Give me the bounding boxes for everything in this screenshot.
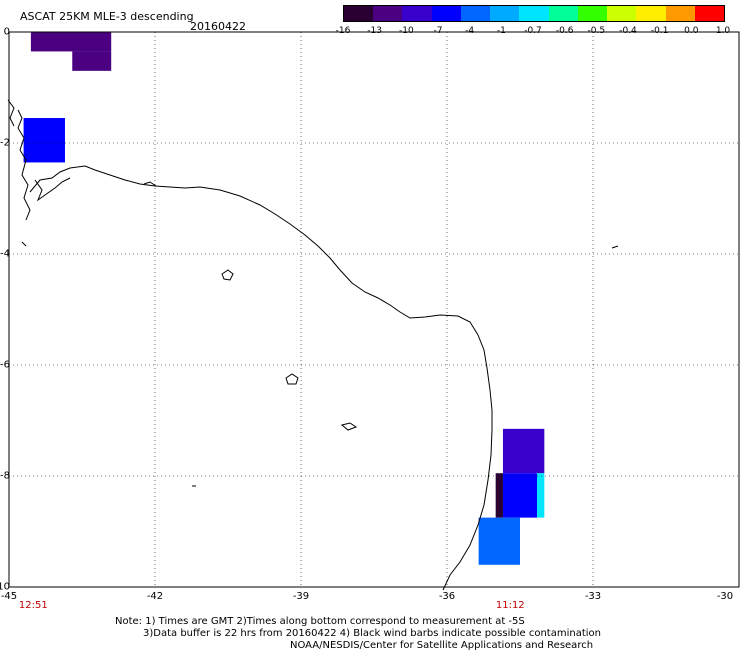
- colorbar-tick-label: -10: [398, 26, 414, 36]
- colorbar-swatch: [607, 6, 637, 21]
- colorbar-tick-label: -0.7: [524, 26, 542, 36]
- colorbar-swatch: [431, 6, 461, 21]
- coastline-main: [29, 165, 493, 591]
- grid-lines: [8, 31, 740, 588]
- y-tick-label: -8: [0, 470, 10, 482]
- colorbar-tick-label: -16: [335, 26, 351, 36]
- y-tick-label: 0: [3, 26, 10, 38]
- colorbar-tick-label: -7: [433, 26, 443, 36]
- note-line-1: Note: 1) Times are GMT 2)Times along bot…: [115, 616, 525, 627]
- colorbar-swatch: [519, 6, 549, 21]
- colorbar-tick-label: -1: [496, 26, 506, 36]
- colorbar-tick-label: -0.1: [650, 26, 669, 36]
- colorbar-tick-label: -4: [465, 26, 475, 36]
- colorbar-swatch: [636, 6, 666, 21]
- x-tick-label: -33: [584, 591, 602, 602]
- data-cell: [502, 428, 545, 474]
- x-tick-label: -30: [716, 591, 734, 602]
- colorbar-swatch: [665, 6, 695, 21]
- data-cell: [23, 118, 65, 163]
- data-cell: [72, 51, 112, 71]
- coastline-island-b: [7, 99, 15, 127]
- plot-frame: [8, 31, 740, 588]
- colorbar-tick-label: -0.4: [619, 26, 637, 36]
- x-tick-label: -39: [292, 591, 310, 602]
- x-tick-label: -36: [438, 591, 456, 602]
- coastline-bay: [34, 177, 71, 202]
- colorbar-tick-label: -0.6: [555, 26, 574, 36]
- coastline-island-a: [17, 109, 31, 221]
- map-date: 20160422: [190, 20, 246, 33]
- colorbar-swatch: [402, 6, 432, 21]
- colorbar: [343, 5, 725, 22]
- colorbar-tick-label: -13: [367, 26, 383, 36]
- colorbar-tick-label: 0.0: [684, 26, 699, 36]
- y-tick-label: -10: [0, 581, 10, 593]
- colorbar-tick-label: -0.5: [587, 26, 606, 36]
- island-3: [340, 422, 358, 431]
- colorbar-swatch: [373, 6, 403, 21]
- time-label: 11:12: [495, 600, 525, 611]
- data-cells: [23, 32, 545, 565]
- island-6: [21, 241, 27, 247]
- data-cell: [537, 473, 545, 518]
- island-2: [285, 373, 299, 385]
- note-line-2: 3)Data buffer is 22 hrs from 20160422 4)…: [143, 628, 601, 639]
- colorbar-swatch: [548, 6, 578, 21]
- data-cell: [495, 473, 503, 518]
- data-cell: [30, 32, 112, 52]
- island-5: [611, 245, 619, 249]
- y-tick-label: -4: [0, 248, 10, 260]
- map-title: ASCAT 25KM MLE-3 descending: [20, 10, 194, 23]
- colorbar-swatch: [460, 6, 491, 21]
- island-7: [143, 181, 157, 187]
- island-1: [221, 269, 234, 281]
- data-cell: [502, 473, 538, 518]
- x-tick-label: -45: [0, 591, 18, 602]
- colorbar-swatch: [577, 6, 608, 21]
- data-cell: [478, 517, 520, 565]
- colorbar-swatch: [694, 6, 725, 21]
- time-label: 12:51: [18, 600, 48, 611]
- note-line-3: NOAA/NESDIS/Center for Satellite Applica…: [290, 640, 594, 651]
- coastline: [7, 99, 619, 591]
- colorbar-swatch: [490, 6, 520, 21]
- y-tick-label: -2: [0, 137, 10, 149]
- y-tick-label: -6: [0, 359, 10, 371]
- colorbar-swatch: [344, 6, 374, 21]
- colorbar-tick-label: 1.0: [715, 26, 731, 36]
- x-tick-label: -42: [146, 591, 164, 602]
